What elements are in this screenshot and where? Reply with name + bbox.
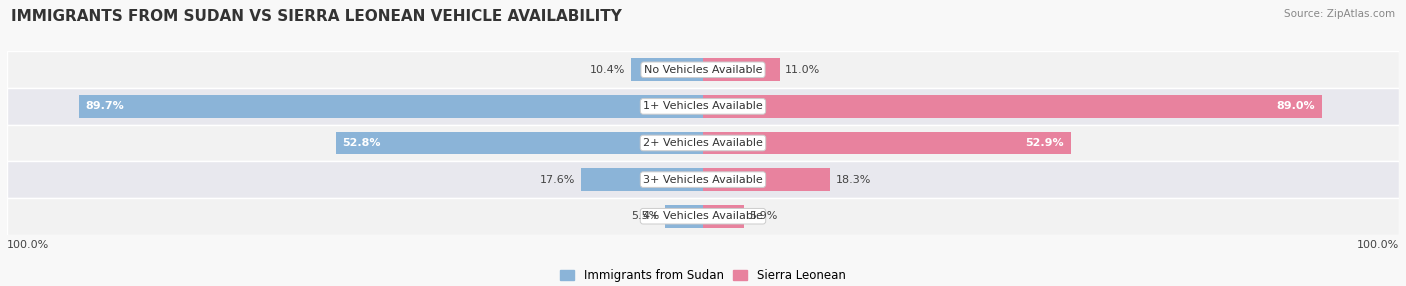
Bar: [79, 95, 703, 118]
Text: 52.8%: 52.8%: [343, 138, 381, 148]
Text: 3+ Vehicles Available: 3+ Vehicles Available: [643, 175, 763, 184]
Text: Source: ZipAtlas.com: Source: ZipAtlas.com: [1284, 9, 1395, 19]
Bar: [665, 205, 703, 228]
Text: 52.9%: 52.9%: [1025, 138, 1064, 148]
Legend: Immigrants from Sudan, Sierra Leonean: Immigrants from Sudan, Sierra Leonean: [555, 265, 851, 286]
FancyBboxPatch shape: [7, 161, 1399, 198]
FancyBboxPatch shape: [7, 88, 1399, 125]
FancyBboxPatch shape: [7, 125, 1399, 161]
FancyBboxPatch shape: [7, 51, 1399, 88]
Text: 100.0%: 100.0%: [7, 240, 49, 250]
Text: 17.6%: 17.6%: [540, 175, 575, 184]
Bar: [703, 132, 1071, 154]
Text: 5.5%: 5.5%: [631, 211, 659, 221]
Text: IMMIGRANTS FROM SUDAN VS SIERRA LEONEAN VEHICLE AVAILABILITY: IMMIGRANTS FROM SUDAN VS SIERRA LEONEAN …: [11, 9, 621, 23]
Bar: [703, 58, 779, 81]
Text: 11.0%: 11.0%: [785, 65, 820, 75]
Text: No Vehicles Available: No Vehicles Available: [644, 65, 762, 75]
Text: 5.9%: 5.9%: [749, 211, 778, 221]
Bar: [581, 168, 703, 191]
Text: 1+ Vehicles Available: 1+ Vehicles Available: [643, 102, 763, 111]
Bar: [336, 132, 703, 154]
FancyBboxPatch shape: [7, 198, 1399, 235]
Text: 89.7%: 89.7%: [86, 102, 124, 111]
Bar: [703, 95, 1323, 118]
Bar: [703, 168, 831, 191]
Text: 100.0%: 100.0%: [1357, 240, 1399, 250]
Text: 2+ Vehicles Available: 2+ Vehicles Available: [643, 138, 763, 148]
Text: 18.3%: 18.3%: [837, 175, 872, 184]
Bar: [631, 58, 703, 81]
Text: 89.0%: 89.0%: [1277, 102, 1316, 111]
Text: 4+ Vehicles Available: 4+ Vehicles Available: [643, 211, 763, 221]
Bar: [703, 205, 744, 228]
Text: 10.4%: 10.4%: [589, 65, 626, 75]
